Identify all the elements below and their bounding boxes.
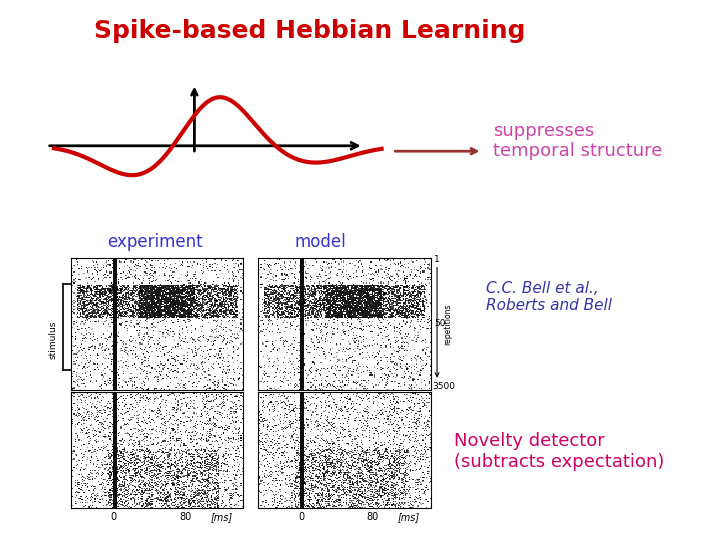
Text: Spike-based Hebbian Learning: Spike-based Hebbian Learning [94, 19, 525, 43]
Text: Novelty detector
(subtracts expectation): Novelty detector (subtracts expectation) [454, 432, 664, 471]
Text: 1: 1 [434, 255, 440, 264]
Text: [ms]: [ms] [398, 512, 420, 522]
Text: model: model [294, 233, 346, 251]
Text: 80: 80 [179, 512, 192, 522]
Text: repetitions: repetitions [443, 303, 452, 345]
Text: [ms]: [ms] [211, 512, 233, 522]
Text: 80: 80 [366, 512, 379, 522]
Text: C.C. Bell et al.,
Roberts and Bell: C.C. Bell et al., Roberts and Bell [486, 281, 612, 313]
Text: 50: 50 [434, 320, 446, 328]
Text: 0: 0 [298, 512, 304, 522]
Text: experiment: experiment [107, 233, 202, 251]
Text: suppresses
temporal structure: suppresses temporal structure [493, 122, 662, 160]
Text: stimulus: stimulus [48, 321, 57, 360]
Text: 0: 0 [111, 512, 117, 522]
Text: 3500: 3500 [432, 382, 455, 390]
